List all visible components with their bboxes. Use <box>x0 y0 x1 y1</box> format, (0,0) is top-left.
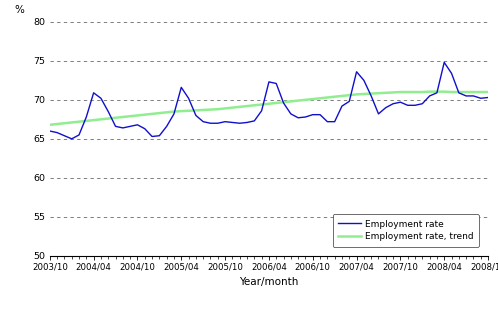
X-axis label: Year/month: Year/month <box>239 277 299 287</box>
Employment rate, trend <box>427 90 433 94</box>
Employment rate, trend <box>47 123 53 127</box>
Employment rate, trend <box>200 108 206 112</box>
Employment rate <box>69 137 75 141</box>
Employment rate <box>142 127 148 130</box>
Employment rate <box>434 91 440 95</box>
Employment rate <box>156 134 162 138</box>
Line: Employment rate, trend: Employment rate, trend <box>50 92 488 125</box>
Employment rate <box>47 129 53 133</box>
Employment rate, trend <box>310 97 316 101</box>
Employment rate <box>485 96 491 100</box>
Employment rate <box>288 112 294 116</box>
Line: Employment rate: Employment rate <box>50 62 488 139</box>
Employment rate, trend <box>280 100 286 104</box>
Employment rate <box>441 61 447 64</box>
Employment rate, trend <box>434 90 440 94</box>
Employment rate <box>317 113 323 117</box>
Legend: Employment rate, Employment rate, trend: Employment rate, Employment rate, trend <box>333 214 479 247</box>
Employment rate <box>208 121 214 125</box>
Employment rate, trend <box>149 112 155 116</box>
Y-axis label: %: % <box>14 5 24 15</box>
Employment rate, trend <box>134 114 140 117</box>
Employment rate, trend <box>485 90 491 94</box>
